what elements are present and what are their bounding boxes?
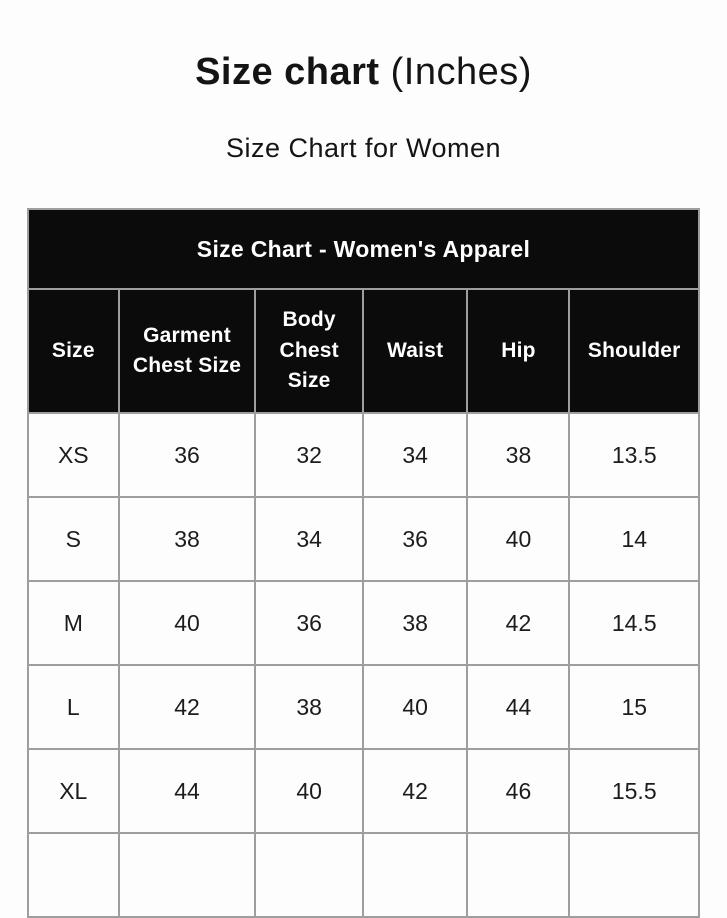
cell-garment: 38 (117, 496, 257, 582)
cell-waist: 42 (361, 748, 469, 834)
cell-body: 36 (254, 580, 364, 666)
cell-hip: 46 (466, 748, 571, 834)
cell-hip: 40 (466, 496, 571, 582)
table-row-l: L 42 38 40 44 15 (27, 664, 700, 750)
cell-shoulder: 15.5 (568, 748, 700, 834)
table-caption-row: Size Chart - Women's Apparel (27, 208, 700, 290)
cell-size: XS (27, 412, 120, 498)
table-row-s: S 38 34 36 40 14 (27, 496, 700, 582)
cell-size (27, 832, 120, 918)
column-header-hip: Hip (466, 288, 571, 414)
cell-body: 38 (254, 664, 364, 750)
cell-size: M (27, 580, 120, 666)
cell-hip: 42 (466, 580, 571, 666)
size-chart-table: Size Chart - Women's Apparel Size Garmen… (27, 208, 700, 918)
cell-shoulder: 14 (568, 496, 700, 582)
page-title-main: Size chart (195, 51, 380, 93)
cell-waist (361, 832, 469, 918)
column-header-size: Size (27, 288, 120, 414)
cell-garment: 36 (117, 412, 257, 498)
cell-waist: 40 (361, 664, 469, 750)
page-title-unit: (Inches) (390, 51, 532, 93)
cell-garment (117, 832, 257, 918)
table-row-m: M 40 36 38 42 14.5 (27, 580, 700, 666)
page-title: Size chart (Inches) (0, 48, 727, 96)
cell-body: 32 (254, 412, 364, 498)
cell-hip: 44 (466, 664, 571, 750)
cell-hip (466, 832, 571, 918)
table-header-row: Size Garment Chest Size Body Chest Size … (27, 288, 700, 414)
cell-shoulder (568, 832, 700, 918)
cell-garment: 42 (117, 664, 257, 750)
column-header-shoulder: Shoulder (568, 288, 700, 414)
size-chart-page: Size chart (Inches) Size Chart for Women… (0, 48, 727, 918)
cell-shoulder: 14.5 (568, 580, 700, 666)
cell-body: 34 (254, 496, 364, 582)
column-header-waist: Waist (361, 288, 469, 414)
table-row-xl: XL 44 40 42 46 15.5 (27, 748, 700, 834)
cell-size: XL (27, 748, 120, 834)
column-header-body-chest-size: Body Chest Size (254, 288, 364, 414)
cell-body: 40 (254, 748, 364, 834)
cell-garment: 40 (117, 580, 257, 666)
table-caption: Size Chart - Women's Apparel (27, 208, 700, 290)
cell-size: L (27, 664, 120, 750)
table-row-partial-cutoff (27, 832, 700, 918)
table-row-xs: XS 36 32 34 38 13.5 (27, 412, 700, 498)
page-subtitle: Size Chart for Women (225, 133, 502, 163)
cell-shoulder: 15 (568, 664, 700, 750)
cell-hip: 38 (466, 412, 571, 498)
cell-size: S (27, 496, 120, 582)
cell-garment: 44 (117, 748, 257, 834)
cell-waist: 34 (361, 412, 469, 498)
cell-shoulder: 13.5 (568, 412, 700, 498)
cell-waist: 36 (361, 496, 469, 582)
cell-waist: 38 (361, 580, 469, 666)
cell-body (254, 832, 364, 918)
column-header-garment-chest-size: Garment Chest Size (117, 288, 257, 414)
